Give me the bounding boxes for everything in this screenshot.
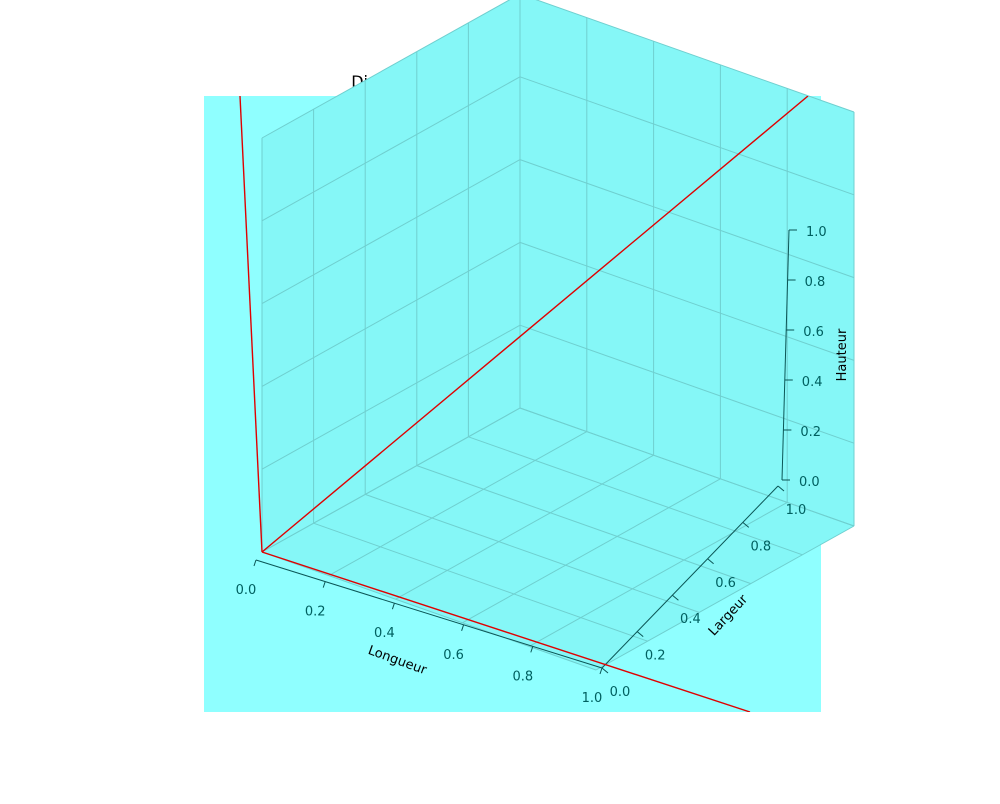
z-tick-label: 0.2 [800, 425, 821, 440]
x-tick [599, 667, 603, 675]
grid-line [595, 525, 855, 671]
x-tick-label: 0.0 [236, 583, 257, 598]
y-tick [601, 667, 609, 674]
axis-lines [255, 229, 790, 669]
x-tick [391, 603, 395, 610]
pane-xy [262, 408, 854, 670]
grid-line [313, 522, 648, 642]
z-tick-label: 1.0 [806, 225, 827, 240]
z-tick-label: 0.6 [803, 325, 824, 340]
grid-line [261, 324, 521, 470]
series-line-vertical [239, 96, 263, 553]
grid-lines [261, 0, 855, 671]
z-axis-line [781, 229, 790, 481]
y-tick [672, 594, 679, 601]
y-tick-label: 1.0 [786, 503, 807, 518]
data-lines [239, 96, 809, 712]
x-tick [530, 646, 534, 653]
x-tick-label: 1.0 [582, 691, 603, 706]
grid-line [468, 436, 803, 556]
y-tick-label: 0.0 [610, 685, 631, 700]
grid-line [462, 478, 721, 624]
z-axis-label: Hauteur [835, 328, 850, 381]
tick-labels: 0.0 0.2 0.4 0.6 0.8 1.0 0.0 0.2 0.4 0.6 0.8 1.0 0.0 0… [236, 225, 827, 706]
x-tick [322, 581, 326, 588]
series-line-front [261, 551, 751, 712]
x-tick-label: 0.4 [374, 626, 395, 641]
pane-yz [262, 0, 520, 552]
series-line-diagonal [261, 96, 809, 553]
grid-line [261, 241, 521, 387]
y-tick-label: 0.6 [715, 576, 736, 591]
grid-line [365, 493, 700, 613]
y-axis-line [601, 485, 779, 669]
x-tick-label: 0.2 [305, 605, 326, 620]
grid-line [519, 159, 855, 279]
y-tick [742, 522, 750, 528]
x-tick [253, 559, 257, 567]
grid-line [261, 551, 597, 671]
pane-xz [520, 0, 854, 526]
y-tick-label: 0.8 [750, 539, 771, 554]
y-tick [636, 631, 644, 637]
grid-line [528, 501, 788, 647]
x-tick [461, 624, 465, 631]
grid-line [535, 0, 855, 113]
grid-line [395, 454, 654, 600]
y-tick-label: 0.4 [680, 612, 701, 627]
tick-marks [253, 229, 797, 675]
y-tick [707, 558, 714, 565]
grid-line [519, 324, 855, 444]
z-tick-label: 0.0 [799, 475, 820, 490]
grid-line [261, 159, 521, 305]
x-tick-label: 0.6 [443, 648, 464, 663]
axis-panes [262, 0, 854, 670]
grid-line [261, 407, 521, 553]
grid-line [519, 241, 855, 361]
grid-line [328, 431, 588, 577]
z-tick-label: 0.4 [802, 375, 823, 390]
z-tick-label: 0.8 [805, 275, 826, 290]
x-axis-line [255, 559, 603, 669]
grid-line [261, 76, 521, 222]
grid-line [519, 76, 855, 196]
x-tick-label: 0.8 [512, 669, 533, 684]
grid-line [416, 465, 751, 585]
y-tick [777, 485, 785, 492]
grid-line [261, 0, 511, 139]
y-tick-label: 0.2 [645, 649, 666, 664]
grid-line [519, 407, 855, 527]
